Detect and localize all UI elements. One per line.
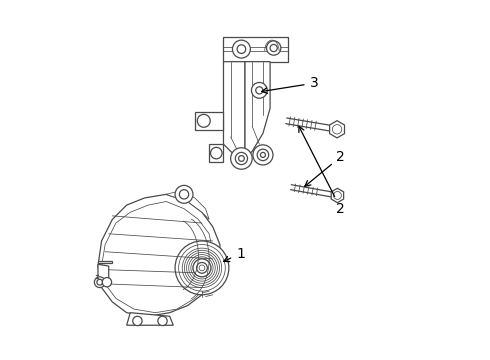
Text: 2: 2 [305,150,345,186]
Circle shape [179,190,189,199]
Polygon shape [98,264,109,280]
Text: 2: 2 [299,126,345,216]
Circle shape [237,45,245,53]
Circle shape [179,244,225,291]
Circle shape [260,152,266,157]
Circle shape [253,145,273,165]
Circle shape [184,250,220,285]
Circle shape [95,277,105,288]
Circle shape [235,152,247,165]
Polygon shape [98,261,112,263]
Text: 1: 1 [223,247,245,262]
Polygon shape [331,188,343,203]
Circle shape [191,257,213,279]
Polygon shape [330,121,344,138]
Circle shape [158,316,167,325]
Circle shape [189,255,215,281]
Polygon shape [195,112,223,130]
Circle shape [193,259,211,277]
Circle shape [196,262,207,273]
Polygon shape [209,144,223,162]
Text: 3: 3 [262,76,318,93]
Circle shape [251,82,267,98]
Circle shape [239,156,245,161]
Circle shape [256,87,263,94]
Circle shape [175,185,193,203]
Polygon shape [166,191,209,220]
Circle shape [102,278,112,287]
Polygon shape [98,194,220,316]
Polygon shape [223,62,245,158]
Circle shape [232,40,250,58]
Circle shape [193,259,211,277]
Circle shape [270,44,277,51]
Circle shape [231,148,252,169]
Circle shape [133,316,142,325]
Circle shape [197,114,210,127]
Polygon shape [126,313,173,325]
Circle shape [267,41,281,55]
Circle shape [182,248,221,288]
Circle shape [199,265,205,271]
Circle shape [187,252,218,283]
Circle shape [332,125,342,134]
Polygon shape [245,62,270,158]
Polygon shape [223,37,288,62]
Circle shape [175,241,229,295]
Circle shape [257,149,269,161]
Circle shape [97,279,102,285]
Polygon shape [101,202,213,313]
Circle shape [334,192,342,199]
Circle shape [211,147,222,159]
